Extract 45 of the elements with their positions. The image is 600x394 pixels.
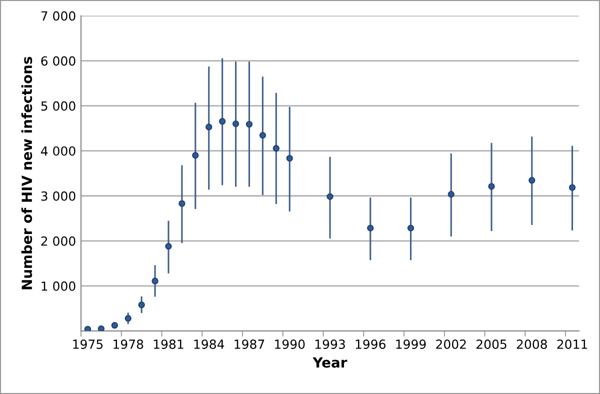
- point: [84, 326, 92, 331]
- x-tick-label: 1984: [194, 340, 224, 349]
- point: [165, 242, 172, 250]
- x-tick-label: 1987: [234, 340, 264, 349]
- point: [98, 325, 105, 331]
- point: [192, 152, 199, 159]
- x-tick-label: 1978: [114, 340, 144, 349]
- point: [206, 124, 212, 130]
- x-tick-label: 2008: [516, 340, 547, 349]
- x-tick-label: 1975: [73, 340, 103, 349]
- point: [124, 315, 132, 322]
- point: [528, 177, 536, 184]
- point: [488, 183, 495, 190]
- point: [448, 190, 454, 198]
- point: [152, 278, 158, 284]
- point: [111, 322, 118, 329]
- point: [272, 145, 280, 152]
- y-tick-label: 4 000: [40, 146, 76, 156]
- y-tick-label: 1 000: [42, 281, 76, 291]
- x-tick-label: 2005: [476, 340, 506, 349]
- x-tick-label: 2011: [557, 340, 588, 349]
- point: [407, 224, 414, 232]
- point: [232, 120, 240, 128]
- y-tick-label: 5 000: [41, 101, 76, 111]
- x-tick-label: 1990: [275, 340, 305, 349]
- point: [218, 118, 226, 125]
- point: [246, 120, 253, 128]
- y-tick-label: 2 000: [41, 236, 76, 246]
- point: [286, 154, 293, 162]
- x-tick-label: 2002: [436, 340, 466, 349]
- point: [138, 302, 145, 308]
- point: [367, 224, 374, 232]
- point: [326, 193, 334, 200]
- x-axis-title: Year: [312, 357, 348, 368]
- y-tick-label: 7 000: [41, 11, 76, 21]
- y-axis-title: Number of HIV new infections: [21, 56, 32, 290]
- x-tick-label: 1996: [356, 340, 386, 349]
- y-tick-label: 3 000: [41, 191, 76, 201]
- x-tick-label: 1993: [315, 340, 345, 349]
- x-tick-label: 1999: [396, 340, 426, 349]
- x-tick-label: 1981: [154, 340, 184, 349]
- point: [259, 132, 266, 139]
- point: [568, 184, 576, 191]
- point: [178, 200, 186, 207]
- y-tick-label: 6 000: [41, 56, 76, 66]
